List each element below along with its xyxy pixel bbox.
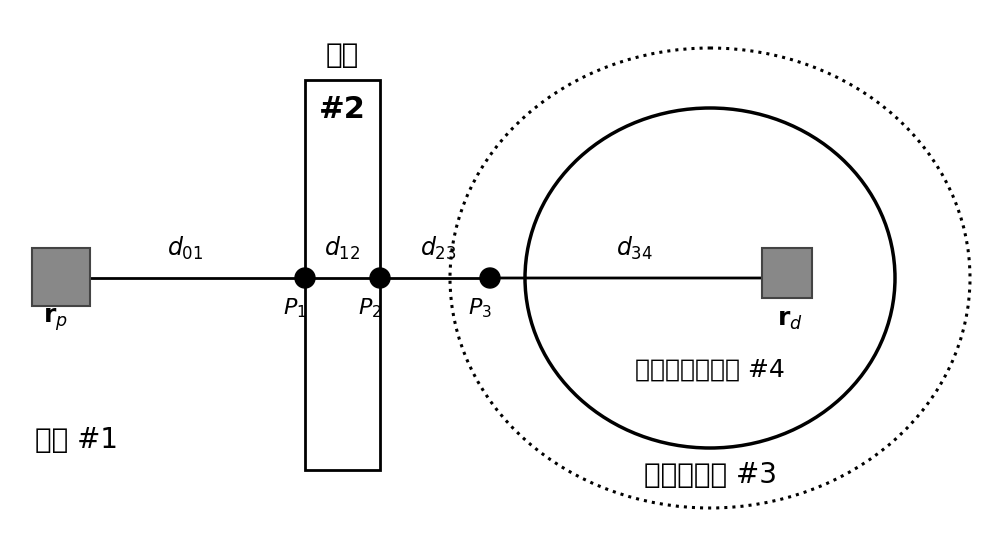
- Bar: [762, 248, 812, 298]
- Text: $P_3$: $P_3$: [468, 296, 492, 320]
- Text: 人体程式化模型 #4: 人体程式化模型 #4: [635, 358, 785, 382]
- Text: $d_{23}$: $d_{23}$: [420, 234, 456, 261]
- Text: $\mathbf{r}_d$: $\mathbf{r}_d$: [777, 308, 803, 332]
- Text: $P_1$: $P_1$: [283, 296, 307, 320]
- Bar: [32, 248, 90, 306]
- Text: $P_2$: $P_2$: [358, 296, 382, 320]
- Text: $\mathbf{r}_p$: $\mathbf{r}_p$: [43, 307, 67, 334]
- Text: $d_{12}$: $d_{12}$: [324, 234, 360, 261]
- Text: $d_{01}$: $d_{01}$: [167, 234, 203, 261]
- Text: 屏蔽: 屏蔽: [325, 41, 359, 69]
- Text: 辐射防护服 #3: 辐射防护服 #3: [644, 461, 776, 489]
- Circle shape: [480, 268, 500, 288]
- Bar: [305, 80, 380, 470]
- Circle shape: [295, 268, 315, 288]
- Circle shape: [370, 268, 390, 288]
- Text: $d_{34}$: $d_{34}$: [616, 234, 654, 261]
- Text: 空气 #1: 空气 #1: [35, 426, 118, 454]
- Text: #2: #2: [319, 95, 365, 124]
